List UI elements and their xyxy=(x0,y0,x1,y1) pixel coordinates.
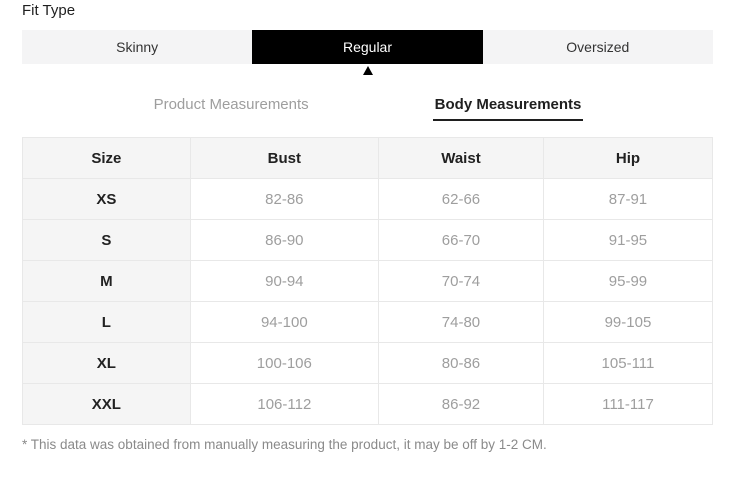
size-cell: XS xyxy=(22,178,191,220)
measurement-cell: 100-106 xyxy=(189,342,380,384)
tab-product-measurements[interactable]: Product Measurements xyxy=(153,96,309,113)
size-cell: S xyxy=(22,219,191,261)
table-row: XS 82-86 62-66 87-91 xyxy=(22,178,714,220)
column-header-bust: Bust xyxy=(189,137,380,179)
measurement-cell: 99-105 xyxy=(542,301,714,343)
fit-type-tabbar: Skinny Regular Oversized xyxy=(22,30,713,64)
measurement-toggle: Product Measurements Body Measurements xyxy=(22,96,713,121)
size-cell: XL xyxy=(22,342,191,384)
tab-body-measurements[interactable]: Body Measurements xyxy=(432,96,584,121)
column-header-size: Size xyxy=(22,137,191,179)
size-cell: XXL xyxy=(22,383,191,425)
measurement-cell: 95-99 xyxy=(542,260,714,302)
fit-tab-regular[interactable]: Regular xyxy=(252,30,483,64)
measurement-cell: 86-90 xyxy=(189,219,380,261)
fit-type-label: Fit Type xyxy=(22,2,76,19)
table-header-row: Size Bust Waist Hip xyxy=(22,137,714,179)
column-header-waist: Waist xyxy=(378,137,544,179)
measurement-cell: 86-92 xyxy=(378,383,544,425)
measurement-cell: 74-80 xyxy=(378,301,544,343)
measurement-cell: 80-86 xyxy=(378,342,544,384)
size-cell: M xyxy=(22,260,191,302)
measurement-cell: 62-66 xyxy=(378,178,544,220)
size-cell: L xyxy=(22,301,191,343)
column-header-hip: Hip xyxy=(542,137,714,179)
measurement-cell: 106-112 xyxy=(189,383,380,425)
measurement-footnote: * This data was obtained from manually m… xyxy=(22,437,547,452)
measurement-cell: 66-70 xyxy=(378,219,544,261)
measurement-cell: 82-86 xyxy=(189,178,380,220)
table-row: M 90-94 70-74 95-99 xyxy=(22,260,714,302)
fit-tab-skinny[interactable]: Skinny xyxy=(116,39,159,55)
measurement-cell: 91-95 xyxy=(542,219,714,261)
selected-tab-pointer-icon xyxy=(362,66,373,75)
measurement-cell: 87-91 xyxy=(542,178,714,220)
measurement-cell: 111-117 xyxy=(542,383,714,425)
measurement-cell: 70-74 xyxy=(378,260,544,302)
size-table: Size Bust Waist Hip XS 82-86 62-66 87-91… xyxy=(22,137,714,425)
measurement-cell: 105-111 xyxy=(542,342,714,384)
measurement-cell: 94-100 xyxy=(189,301,380,343)
pointer-row xyxy=(22,64,713,76)
table-row: XL 100-106 80-86 105-111 xyxy=(22,342,714,384)
table-row: S 86-90 66-70 91-95 xyxy=(22,219,714,261)
table-row: L 94-100 74-80 99-105 xyxy=(22,301,714,343)
table-row: XXL 106-112 86-92 111-117 xyxy=(22,383,714,425)
measurement-cell: 90-94 xyxy=(189,260,380,302)
fit-tab-oversized[interactable]: Oversized xyxy=(566,39,630,55)
